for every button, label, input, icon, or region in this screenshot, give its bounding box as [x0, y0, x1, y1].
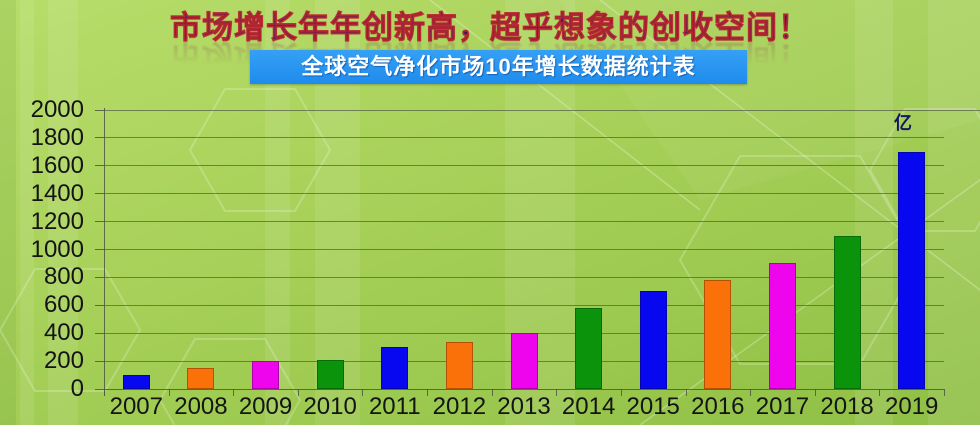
unit-label: 亿: [894, 113, 912, 133]
x-tick-label-2015: 2015: [626, 393, 680, 420]
bar-2014: [575, 308, 603, 389]
y-tick-1000: [95, 249, 104, 250]
y-tick-2000: [95, 109, 104, 111]
chart-title-banner: 全球空气净化市场10年增长数据统计表: [250, 50, 747, 84]
bar-2009: [252, 361, 280, 389]
gridline-1000: [104, 249, 944, 250]
y-tick-1600: [95, 165, 104, 167]
background-band: [0, 0, 16, 425]
x-tick-label-2013: 2013: [497, 393, 551, 420]
y-tick-label-1400: 1400: [30, 179, 84, 207]
y-tick-label-2000: 2000: [30, 96, 84, 123]
x-tick-label-2011: 2011: [368, 393, 421, 420]
x-tick-label-2008: 2008: [174, 393, 228, 420]
bar-2015: [639, 291, 667, 389]
x-tick-label-2016: 2016: [691, 393, 745, 420]
x-tick-label-2018: 2018: [820, 393, 874, 420]
bar-2013: [510, 333, 538, 389]
bar-2011: [381, 347, 409, 389]
x-tick-13: [944, 389, 945, 396]
x-tick-label-2017: 2017: [755, 393, 810, 420]
x-tick-7: [556, 389, 558, 396]
x-tick-5: [427, 389, 429, 396]
gridline-1200: [104, 221, 944, 223]
x-tick-8: [620, 389, 622, 396]
y-tick-label-1800: 1800: [30, 123, 84, 151]
bar-2007: [122, 375, 150, 389]
x-tick-9: [685, 389, 687, 396]
bar-2016: [704, 280, 732, 389]
gridline-1400: [104, 193, 944, 195]
gridline-800: [104, 276, 944, 278]
y-tick-label-0: 0: [70, 375, 84, 402]
background-band: [855, 0, 893, 425]
bar-2010: [316, 359, 344, 389]
y-tick-1800: [95, 137, 104, 139]
y-tick-600: [95, 304, 104, 306]
y-tick-1200: [95, 221, 104, 223]
gridline-1800: [104, 137, 944, 139]
bar-2008: [187, 368, 215, 389]
y-tick-label-400: 400: [43, 319, 84, 347]
y-tick-800: [95, 276, 104, 278]
y-tick-label-800: 800: [43, 263, 84, 291]
y-tick-label-1600: 1600: [30, 151, 84, 179]
x-tick-11: [814, 389, 816, 396]
x-tick-3: [297, 389, 299, 396]
y-tick-label-1000: 1000: [30, 235, 84, 263]
page-title: 市场增长年年创新高，超乎想象的创收空间！: [170, 10, 810, 46]
x-tick-label-2019: 2019: [884, 393, 939, 420]
x-tick-label-2009: 2009: [238, 393, 293, 420]
gridline-600: [104, 304, 944, 306]
x-tick-label-2012: 2012: [432, 393, 487, 420]
gridline-1600: [104, 165, 944, 167]
chart-title-text: 全球空气净化市场10年增长数据统计表: [301, 54, 696, 79]
bar-2019: [898, 151, 926, 389]
x-tick-6: [491, 389, 493, 396]
x-tick-0: [104, 389, 105, 396]
y-tick-label-200: 200: [43, 347, 84, 375]
background-band: [20, 0, 34, 425]
x-axis-line: [95, 389, 944, 390]
y-tick-400: [95, 332, 104, 334]
x-tick-12: [879, 389, 881, 396]
bar-2018: [833, 235, 861, 389]
y-tick-1400: [95, 193, 104, 195]
background-band: [928, 0, 980, 425]
x-tick-1: [168, 389, 170, 396]
y-tick-label-1200: 1200: [30, 207, 84, 235]
y-tick-200: [95, 360, 104, 362]
x-tick-label-2007: 2007: [109, 393, 163, 420]
background-band: [48, 0, 78, 425]
gridline-2000: [104, 109, 980, 111]
x-tick-label-2010: 2010: [303, 393, 357, 420]
x-tick-4: [362, 389, 364, 396]
y-tick-label-600: 600: [43, 291, 84, 319]
x-tick-label-2014: 2014: [561, 393, 616, 420]
x-tick-2: [233, 389, 235, 396]
bar-2017: [768, 263, 796, 389]
x-tick-10: [750, 389, 752, 396]
bar-2012: [445, 341, 473, 389]
y-axis-line: [104, 108, 105, 396]
